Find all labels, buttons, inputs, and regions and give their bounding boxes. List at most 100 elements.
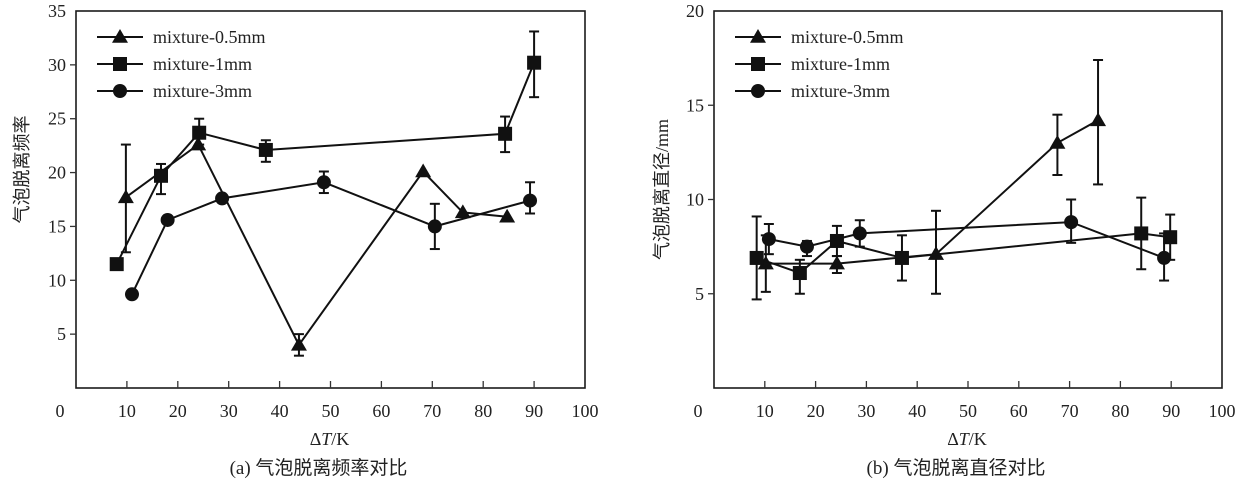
y-tick-label: 10	[48, 270, 66, 290]
data-point-square	[498, 126, 513, 141]
data-point-square	[527, 55, 542, 70]
data-point-circle	[124, 287, 139, 302]
data-point-circle	[1064, 215, 1079, 230]
legend-label: mixture-3mm	[153, 81, 252, 101]
figure-caption: (a) 气泡脱离频率对比	[230, 457, 408, 479]
series-line	[756, 232, 1171, 275]
data-point-square	[894, 250, 909, 265]
x-axis-title-unit: /K	[331, 429, 349, 449]
data-point-square	[749, 250, 764, 265]
x-tick-label: 30	[857, 401, 875, 421]
series-line	[125, 143, 508, 347]
data-point-circle	[160, 212, 175, 227]
legend-item: mixture-3mm	[735, 81, 890, 101]
x-tick-label: 90	[525, 401, 543, 421]
legend-marker-square	[751, 57, 765, 71]
x-axis-title: ΔT/K	[947, 429, 987, 449]
x-axis-title-delta: Δ	[947, 429, 959, 449]
data-point-circle	[427, 219, 442, 234]
series-triangle	[117, 136, 516, 357]
y-tick-label: 35	[48, 1, 66, 21]
x-tick-label: 80	[474, 401, 492, 421]
data-point-triangle	[1049, 134, 1066, 149]
data-point-triangle	[1090, 112, 1107, 127]
legend-label: mixture-0.5mm	[153, 27, 265, 47]
data-point-triangle	[828, 255, 845, 270]
legend-label: mixture-3mm	[791, 81, 890, 101]
series-circle	[124, 170, 538, 302]
x-tick-label: 30	[220, 401, 238, 421]
x-tick-label: 50	[959, 401, 977, 421]
y-tick-label: 15	[686, 95, 704, 115]
data-point-triangle	[454, 204, 471, 219]
x-tick-label: 60	[1010, 401, 1028, 421]
chart-a: 0 10 20 30 40 50 60 70 80 90 100 5 10 15 20 25 30 35 ΔT/K 气…	[12, 1, 599, 479]
data-point-triangle	[415, 163, 432, 178]
x-tick-label: 20	[169, 401, 187, 421]
data-point-circle	[799, 239, 814, 254]
y-tick-label: 30	[48, 55, 66, 75]
data-point-triangle	[190, 136, 207, 151]
x-tick-label: 50	[322, 401, 340, 421]
x-tick-label: 80	[1111, 401, 1129, 421]
legend-marker-triangle	[112, 29, 128, 43]
data-point-circle	[523, 193, 538, 208]
x-axis-title-delta: Δ	[310, 429, 322, 449]
legend-item: mixture-1mm	[97, 54, 252, 74]
x-tick-label: 10	[118, 401, 136, 421]
y-axis-title: 气泡脱离直径/mm	[652, 119, 672, 260]
chart-b: 0 10 20 30 40 50 60 70 80 90 100 5 10 15 20 ΔT/K 气泡脱离直径/…	[652, 1, 1236, 479]
x-tick-label: 0	[694, 401, 703, 421]
y-tick-label: 10	[686, 190, 704, 210]
legend-item: mixture-3mm	[97, 81, 252, 101]
data-point-triangle	[757, 255, 774, 270]
x-axis-title-var: T	[959, 429, 971, 449]
legend-marker-triangle	[750, 29, 766, 43]
data-point-square	[792, 266, 807, 281]
legend-marker-circle	[751, 84, 765, 98]
legend-label: mixture-0.5mm	[791, 27, 903, 47]
series-line	[131, 181, 531, 295]
x-tick-label: 90	[1162, 401, 1180, 421]
y-tick-label: 5	[57, 324, 66, 344]
data-point-square	[154, 168, 169, 183]
series-line	[768, 221, 1165, 259]
series-square	[749, 196, 1178, 301]
y-tick-label: 15	[48, 216, 66, 236]
x-axis-title-var: T	[321, 429, 333, 449]
x-tick-label: 70	[1061, 401, 1079, 421]
y-tick-label: 25	[48, 109, 66, 129]
x-tick-label: 40	[908, 401, 926, 421]
y-axis-title: 气泡脱离频率	[12, 116, 32, 224]
data-point-square	[1134, 226, 1149, 241]
data-point-triangle	[927, 246, 944, 260]
legend-marker-square	[113, 57, 127, 71]
y-tick-label: 5	[695, 284, 704, 304]
data-point-triangle	[117, 189, 134, 204]
data-point-circle	[761, 232, 776, 247]
series-square	[109, 30, 542, 272]
legend-marker-circle	[113, 84, 127, 98]
x-tick-label: 60	[372, 401, 390, 421]
data-point-triangle	[499, 208, 516, 223]
figure-caption: (b) 气泡脱离直径对比	[867, 457, 1046, 479]
data-point-circle	[852, 226, 867, 241]
legend-label: mixture-1mm	[153, 54, 252, 74]
x-axis-title-unit: /K	[969, 429, 987, 449]
x-tick-label: 20	[807, 401, 825, 421]
x-tick-label: 40	[271, 401, 289, 421]
data-point-circle	[316, 175, 331, 190]
x-axis-title: ΔT/K	[310, 429, 350, 449]
data-point-circle	[1157, 250, 1172, 265]
legend-item: mixture-0.5mm	[735, 27, 903, 47]
y-tick-label: 20	[48, 163, 66, 183]
data-point-triangle	[290, 336, 307, 351]
x-tick-label: 10	[756, 401, 774, 421]
data-point-square	[109, 257, 124, 272]
x-tick-label: 0	[56, 401, 65, 421]
data-point-circle	[215, 191, 230, 206]
series-circle	[761, 198, 1172, 282]
x-tick-label: 70	[423, 401, 441, 421]
legend-label: mixture-1mm	[791, 54, 890, 74]
